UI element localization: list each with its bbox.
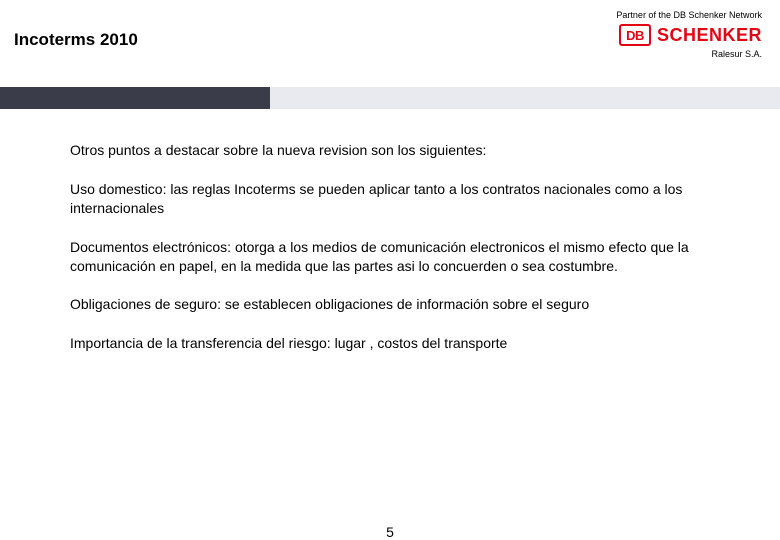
divider-bar bbox=[0, 87, 780, 109]
divider-bar-dark bbox=[0, 87, 270, 109]
paragraph: Uso domestico: las reglas Incoterms se p… bbox=[70, 180, 720, 218]
page-title: Incoterms 2010 bbox=[14, 10, 138, 50]
paragraph: Documentos electrónicos: otorga a los me… bbox=[70, 238, 720, 276]
schenker-wordmark: SCHENKER bbox=[657, 25, 762, 46]
logo-area: Partner of the DB Schenker Network DB SC… bbox=[616, 10, 762, 59]
paragraph: Otros puntos a destacar sobre la nueva r… bbox=[70, 141, 720, 160]
header: Incoterms 2010 Partner of the DB Schenke… bbox=[0, 0, 780, 59]
partner-network-text: Partner of the DB Schenker Network bbox=[616, 10, 762, 20]
schenker-logo: DB SCHENKER bbox=[619, 24, 762, 46]
page-number: 5 bbox=[386, 524, 394, 540]
paragraph: Obligaciones de seguro: se establecen ob… bbox=[70, 295, 720, 314]
content-body: Otros puntos a destacar sobre la nueva r… bbox=[0, 109, 780, 353]
divider-bar-light bbox=[270, 87, 780, 109]
ralesur-text: Ralesur S.A. bbox=[616, 49, 762, 59]
paragraph: Importancia de la transferencia del ries… bbox=[70, 334, 720, 353]
db-badge-icon: DB bbox=[619, 24, 651, 46]
